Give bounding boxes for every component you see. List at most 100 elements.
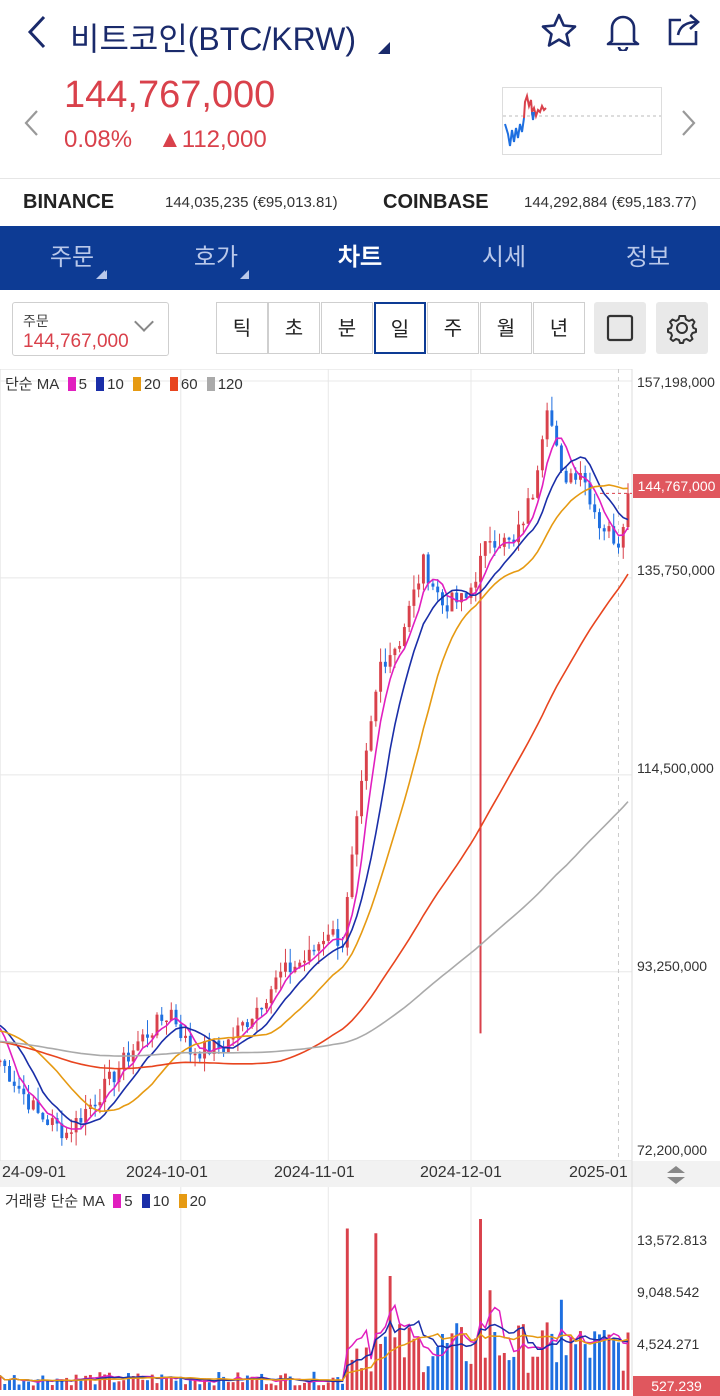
exchange-name: COINBASE [383, 191, 489, 213]
tab-market[interactable]: 시세 [481, 244, 527, 271]
volume-bar [578, 1331, 582, 1390]
candle [184, 1035, 188, 1038]
period-year[interactable]: 년 [533, 302, 585, 354]
candle [160, 1014, 164, 1021]
candle [588, 482, 592, 505]
page-title[interactable]: 비트코인(BTC/KRW) [70, 21, 357, 57]
candle [274, 977, 278, 990]
price-ma-legend: 단순 MA 5 10 20 60 120 [5, 373, 243, 394]
order-quick-box[interactable]: 주문 144,767,000 [12, 302, 169, 356]
volume-bar [293, 1385, 297, 1390]
vol-ma-20-line [0, 1333, 629, 1382]
tab-orderbook[interactable]: 호가 [193, 244, 239, 271]
volume-bar [231, 1382, 235, 1390]
volume-bar [12, 1375, 16, 1390]
chart-settings-button[interactable] [656, 302, 708, 354]
candle [326, 934, 330, 941]
candle [255, 1007, 259, 1019]
exchange-name: BINANCE [23, 191, 115, 213]
bell-icon[interactable] [604, 11, 642, 51]
volume-bar [559, 1299, 563, 1390]
volume-bar [426, 1366, 430, 1390]
candle [212, 1040, 216, 1055]
chevron-left-icon[interactable] [22, 108, 40, 138]
candle [141, 1034, 145, 1042]
period-second[interactable]: 초 [268, 302, 320, 354]
candle [317, 944, 321, 951]
mini-chart[interactable] [502, 87, 662, 155]
drawing-mode-button[interactable] [594, 302, 646, 354]
volume-bar [50, 1385, 54, 1390]
chart-area[interactable] [0, 369, 720, 1390]
candle [407, 605, 411, 628]
current-volume-tag: 527.239 [633, 1376, 720, 1396]
vol-ma-10-label: 10 [152, 1193, 170, 1210]
candle [307, 949, 311, 961]
volume-bar [0, 1375, 2, 1390]
candle [517, 524, 521, 543]
title-dropdown-icon[interactable] [378, 42, 390, 54]
period-tick[interactable]: 틱 [216, 302, 268, 354]
ma-60-label: 60 [180, 376, 198, 393]
volume-bar [360, 1368, 364, 1390]
volume-bar [602, 1330, 606, 1390]
candle [122, 1052, 126, 1070]
volume-bar [421, 1372, 425, 1390]
candle [0, 1060, 2, 1063]
candle [298, 962, 302, 967]
volume-bar [84, 1375, 88, 1390]
volume-ma-legend: 거래량 단순 MA 5 10 20 [5, 1190, 206, 1211]
candle [536, 470, 540, 498]
tab-order[interactable]: 주문 [49, 244, 95, 271]
candle [126, 1052, 130, 1062]
share-icon[interactable] [666, 11, 704, 49]
volume-bar [112, 1382, 116, 1390]
volume-bar [479, 1219, 482, 1390]
volume-bar [207, 1382, 211, 1390]
candle [269, 989, 273, 1003]
candle [322, 940, 325, 945]
candle [241, 1022, 245, 1026]
candle [569, 473, 573, 483]
volume-bar [122, 1380, 126, 1390]
y-tick-label: 157,198,000 [637, 374, 715, 390]
volume-bar [27, 1381, 31, 1390]
volume-bar [226, 1382, 230, 1390]
star-icon[interactable] [540, 12, 578, 50]
volume-y-tick: 13,572.813 [637, 1232, 708, 1248]
candle [250, 1018, 254, 1028]
period-week[interactable]: 주 [427, 302, 479, 354]
current-price-tag: 144,767,000 [633, 474, 720, 498]
exchange-price: 144,292,884 (€95,183.77) [524, 194, 697, 211]
candle [112, 1071, 116, 1083]
volume-bar [236, 1372, 240, 1390]
vol-ma-5-line [0, 1303, 629, 1384]
volume-bar [274, 1385, 278, 1390]
main-tabs: 주문 호가 차트 시세 정보 [0, 226, 720, 290]
volume-bar [398, 1324, 402, 1390]
volume-legend-title: 거래량 단순 MA [5, 1193, 105, 1210]
candle [36, 1100, 40, 1113]
candle [597, 512, 601, 529]
volume-bar [521, 1324, 525, 1390]
volume-bar [507, 1360, 511, 1390]
volume-bar [193, 1380, 197, 1390]
candle [521, 523, 525, 526]
tab-chart[interactable]: 차트 [337, 244, 383, 271]
back-icon[interactable] [24, 14, 50, 50]
resize-handle-icon[interactable] [664, 1164, 688, 1186]
chevron-right-icon[interactable] [680, 108, 698, 138]
candle [626, 493, 630, 528]
x-tick-label: 2024-11-01 [274, 1164, 355, 1181]
price-volume-chart[interactable] [0, 369, 720, 1390]
candle [231, 1038, 235, 1040]
period-minute[interactable]: 분 [321, 302, 373, 354]
candle [488, 541, 492, 543]
volume-bar [617, 1342, 620, 1390]
period-day[interactable]: 일 [374, 302, 426, 354]
period-month[interactable]: 월 [480, 302, 532, 354]
tab-info[interactable]: 정보 [625, 244, 671, 271]
candle [507, 537, 511, 540]
volume-bar [55, 1378, 59, 1390]
y-tick-label: 93,250,000 [637, 958, 708, 974]
